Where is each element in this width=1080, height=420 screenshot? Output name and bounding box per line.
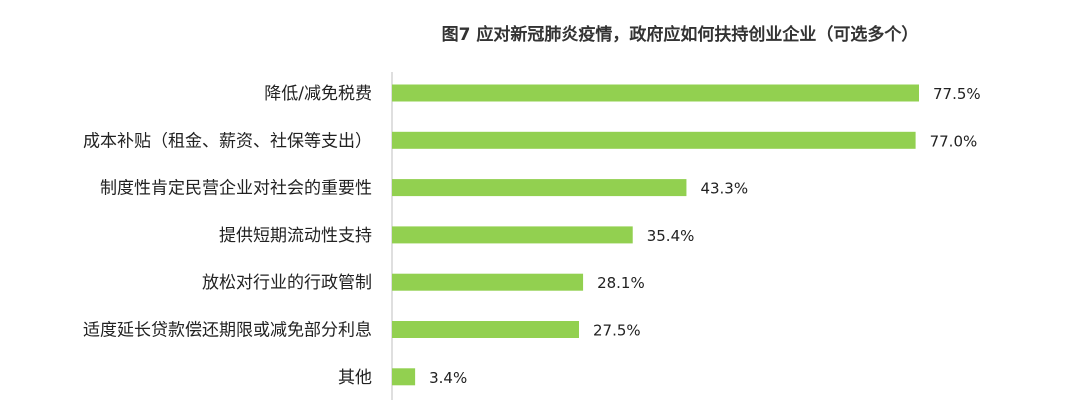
bar bbox=[392, 226, 633, 244]
value-label: 27.5% bbox=[593, 322, 641, 340]
value-label: 35.4% bbox=[647, 227, 695, 245]
category-label: 提供短期流动性支持 bbox=[219, 226, 372, 246]
category-label: 其他 bbox=[338, 368, 372, 388]
category-label: 适度延长贷款偿还期限或减免部分利息 bbox=[83, 321, 372, 341]
bar-row: 降低/减免税费 77.5% bbox=[264, 84, 980, 104]
bar-row: 适度延长贷款偿还期限或减免部分利息 27.5% bbox=[83, 321, 641, 341]
bar bbox=[392, 321, 579, 338]
bar-row: 制度性肯定民营企业对社会的重要性 43.3% bbox=[100, 179, 748, 199]
bar bbox=[392, 179, 687, 197]
value-label: 28.1% bbox=[597, 274, 645, 292]
bar bbox=[392, 368, 416, 386]
bar-row: 提供短期流动性支持 35.4% bbox=[219, 226, 694, 246]
bar bbox=[392, 273, 584, 291]
bar bbox=[392, 131, 916, 149]
bars-group: 降低/减免税费 77.5% 成本补贴（租金、薪资、社保等支出） 77.0% 制度性肯定民… bbox=[83, 84, 981, 388]
chart-title: 图7 应对新冠肺炎疫情，政府应如何扶持创业企业（可选多个） bbox=[442, 24, 919, 45]
bar-row: 放松对行业的行政管制 28.1% bbox=[202, 273, 645, 293]
bar-row: 成本补贴（租金、薪资、社保等支出） 77.0% bbox=[83, 131, 977, 151]
value-label: 43.3% bbox=[700, 180, 748, 198]
value-label: 77.5% bbox=[933, 85, 981, 103]
category-label: 制度性肯定民营企业对社会的重要性 bbox=[100, 179, 372, 199]
value-label: 77.0% bbox=[930, 132, 978, 150]
category-label: 降低/减免税费 bbox=[264, 84, 372, 104]
bar-row: 其他 3.4% bbox=[338, 368, 467, 388]
category-label: 成本补贴（租金、薪资、社保等支出） bbox=[83, 131, 372, 151]
value-label: 3.4% bbox=[429, 369, 467, 387]
bar bbox=[392, 84, 919, 102]
category-label: 放松对行业的行政管制 bbox=[202, 273, 372, 293]
